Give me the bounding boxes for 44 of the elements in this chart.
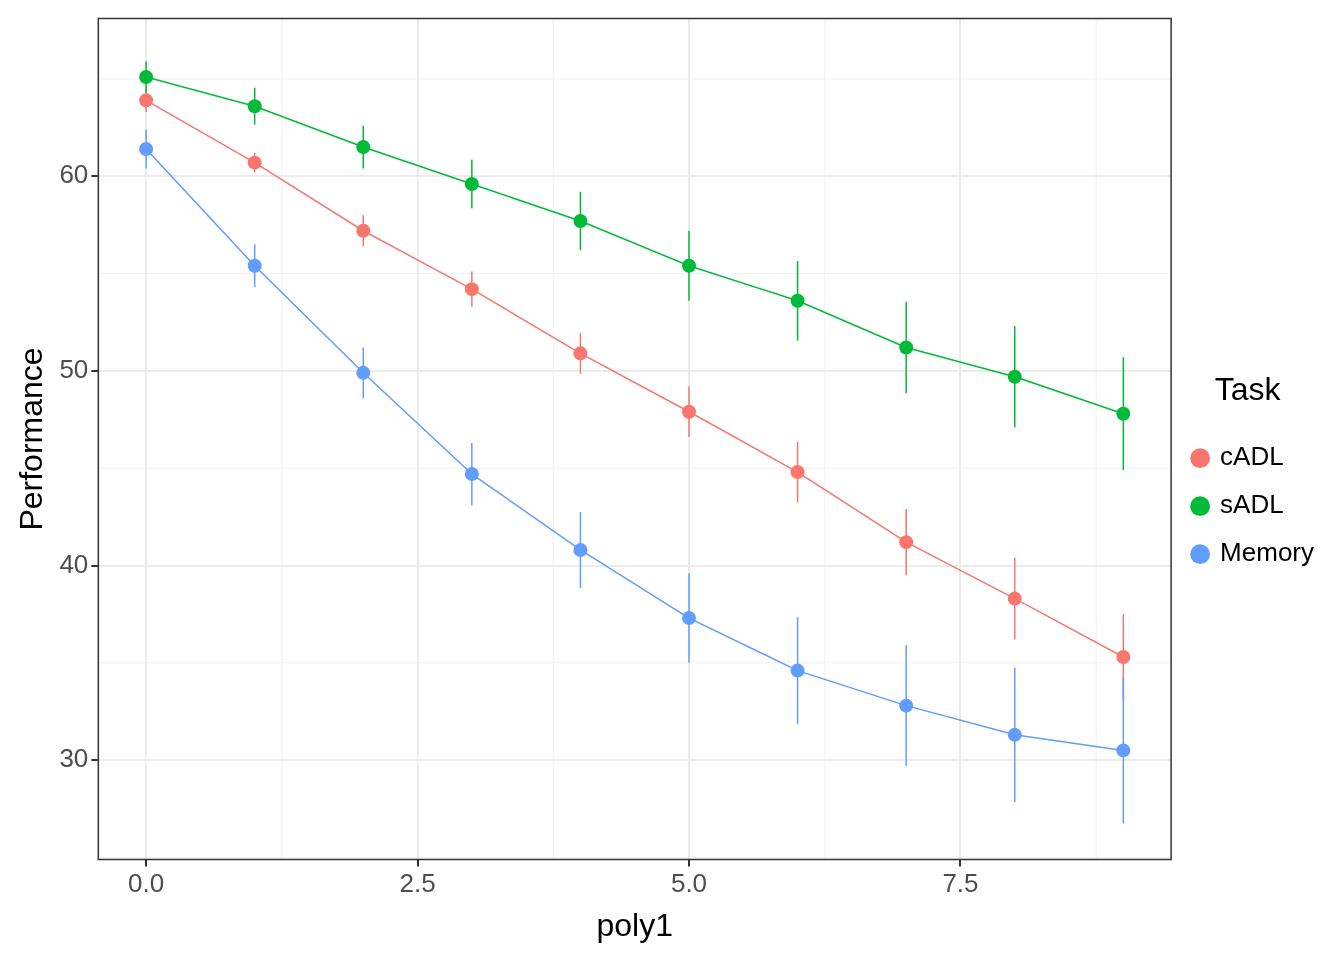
point: [899, 535, 914, 550]
point: [1007, 591, 1022, 606]
y-tick-label: 30: [59, 743, 89, 774]
point: [682, 258, 696, 273]
x-axis-title: poly1: [596, 906, 673, 943]
point: [139, 142, 154, 156]
point: [247, 258, 262, 273]
point: [139, 69, 154, 84]
point: [247, 155, 262, 170]
point: [682, 611, 696, 626]
y-axis-title: Performance: [13, 347, 50, 531]
point: [573, 214, 588, 229]
legend-title: Task: [1214, 370, 1282, 407]
point: [1007, 727, 1022, 742]
point: [790, 465, 805, 480]
y-tick-label: 60: [59, 159, 89, 190]
x-tick-label: 2.5: [399, 868, 436, 899]
point: [464, 177, 479, 192]
point: [1116, 649, 1131, 664]
point: [899, 698, 914, 713]
point: [682, 404, 696, 419]
point: [247, 99, 262, 114]
point: [356, 140, 371, 155]
legend-label: sADL: [1220, 489, 1284, 520]
y-tick-label: 50: [59, 354, 89, 385]
point: [573, 346, 588, 361]
x-tick-label: 5.0: [670, 868, 708, 899]
legend-label: cADL: [1220, 441, 1284, 472]
point: [1116, 406, 1131, 421]
legend-label: Memory: [1220, 537, 1315, 568]
point: [573, 542, 588, 557]
point: [790, 293, 805, 308]
point: [139, 93, 154, 108]
y-tick-label: 40: [59, 548, 89, 579]
point: [899, 340, 914, 355]
x-tick-label: 0.0: [128, 868, 165, 899]
point: [1007, 369, 1022, 384]
point: [790, 663, 805, 678]
point: [356, 365, 371, 380]
point: [464, 282, 479, 297]
x-tick-label: 7.5: [942, 868, 979, 899]
point: [464, 467, 479, 482]
point: [356, 223, 371, 238]
point: [1116, 743, 1131, 758]
